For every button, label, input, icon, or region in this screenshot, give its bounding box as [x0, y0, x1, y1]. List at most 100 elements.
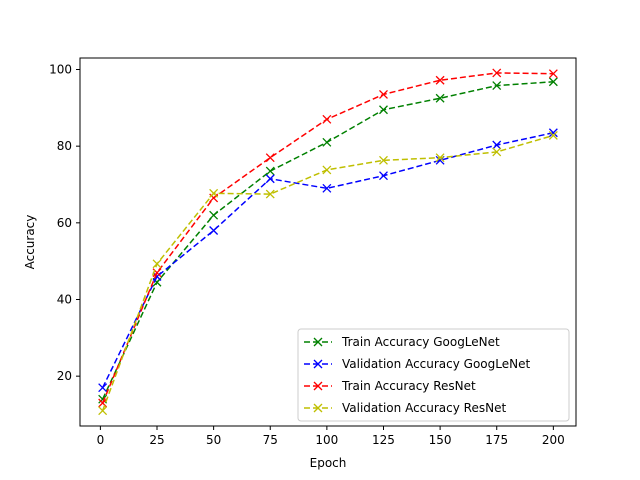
legend-marker [313, 359, 323, 369]
data-point [548, 128, 558, 138]
data-point [98, 398, 108, 408]
legend-label: Validation Accuracy GoogLeNet [342, 357, 530, 371]
legend-marker [313, 381, 323, 391]
data-point [265, 174, 275, 184]
x-axis-label: Epoch [310, 456, 347, 470]
data-point [322, 114, 332, 124]
marker-stroke [98, 383, 108, 393]
data-point [548, 77, 558, 87]
data-point [435, 75, 445, 85]
marker-stroke [322, 165, 332, 175]
marker-stroke [152, 268, 162, 278]
marker-stroke [548, 69, 558, 79]
data-point [265, 166, 275, 176]
data-point [209, 188, 219, 198]
marker-stroke [313, 337, 323, 347]
marker-stroke [548, 130, 558, 140]
x-tick-label: 0 [97, 433, 105, 447]
data-point [492, 140, 502, 150]
data-point [322, 183, 332, 193]
series-3 [98, 130, 558, 416]
marker-stroke [435, 75, 445, 85]
data-point [322, 165, 332, 175]
marker-stroke [98, 394, 108, 404]
marker-stroke [379, 105, 388, 115]
marker-stroke [435, 93, 445, 103]
data-point [435, 153, 445, 163]
y-tick-label: 40 [57, 293, 72, 307]
y-tick-label: 20 [57, 369, 72, 383]
x-tick-label: 50 [206, 433, 221, 447]
axes-frame [79, 57, 577, 427]
legend-label: Train Accuracy GoogLeNet [341, 335, 500, 349]
y-axis-ticks: 20 40 60 80 100 [49, 63, 80, 383]
data-point [548, 130, 558, 140]
marker-stroke [492, 147, 502, 157]
x-tick-label: 75 [263, 433, 278, 447]
marker-stroke [209, 226, 219, 235]
series-1 [98, 128, 558, 393]
marker-stroke [322, 114, 332, 124]
data-point [435, 93, 445, 103]
legend-box [297, 328, 570, 422]
marker-stroke [313, 359, 323, 369]
legend-entry: Validation Accuracy ResNet [304, 401, 506, 415]
data-point [379, 105, 388, 115]
marker-stroke [492, 68, 502, 78]
data-point [209, 226, 219, 235]
data-point [152, 259, 162, 269]
marker-stroke [492, 81, 502, 91]
marker-stroke [313, 381, 323, 391]
series-group [98, 68, 558, 416]
legend-entry: Train Accuracy ResNet [304, 379, 476, 393]
data-point [209, 210, 219, 220]
marker-stroke [265, 174, 275, 184]
series-line [101, 132, 554, 388]
y-tick-label: 60 [57, 216, 72, 230]
legend: Train Accuracy GoogLeNet Validation Accur… [297, 328, 570, 422]
data-point [265, 189, 275, 199]
x-tick-label: 150 [429, 433, 452, 447]
data-point [492, 147, 502, 157]
y-tick-label: 100 [49, 63, 72, 77]
series-0 [98, 77, 558, 404]
data-point [265, 153, 275, 163]
marker-stroke [209, 210, 219, 220]
marker-stroke [265, 166, 275, 176]
x-tick-label: 100 [315, 433, 338, 447]
legend-entry: Train Accuracy GoogLeNet [304, 335, 500, 349]
marker-stroke [98, 406, 108, 416]
marker-stroke [265, 189, 275, 199]
data-point [548, 69, 558, 79]
marker-stroke [313, 403, 323, 413]
x-axis-ticks: 0 25 50 75 100 125 150 175 200 [97, 426, 565, 447]
data-point [322, 137, 332, 147]
marker-stroke [435, 153, 445, 163]
data-point [98, 406, 108, 416]
marker-stroke [492, 140, 502, 150]
data-point [492, 81, 502, 91]
data-point [492, 68, 502, 78]
marker-stroke [379, 171, 388, 181]
data-point [98, 383, 108, 393]
legend-label: Train Accuracy ResNet [341, 379, 476, 393]
marker-stroke [379, 89, 388, 99]
x-tick-label: 200 [542, 433, 565, 447]
x-tick-label: 25 [149, 433, 164, 447]
marker-stroke [548, 128, 558, 138]
x-tick-label: 125 [372, 433, 395, 447]
marker-stroke [322, 137, 332, 147]
legend-marker [313, 337, 323, 347]
marker-stroke [322, 183, 332, 193]
marker-stroke [209, 188, 219, 198]
legend-entry: Validation Accuracy GoogLeNet [304, 357, 530, 371]
marker-stroke [152, 259, 162, 269]
marker-stroke [379, 155, 388, 165]
y-axis-label: Accuracy [23, 215, 37, 270]
y-tick-label: 80 [57, 139, 72, 153]
marker-stroke [152, 272, 162, 281]
marker-stroke [98, 398, 108, 408]
marker-stroke [548, 77, 558, 87]
data-point [379, 171, 388, 181]
